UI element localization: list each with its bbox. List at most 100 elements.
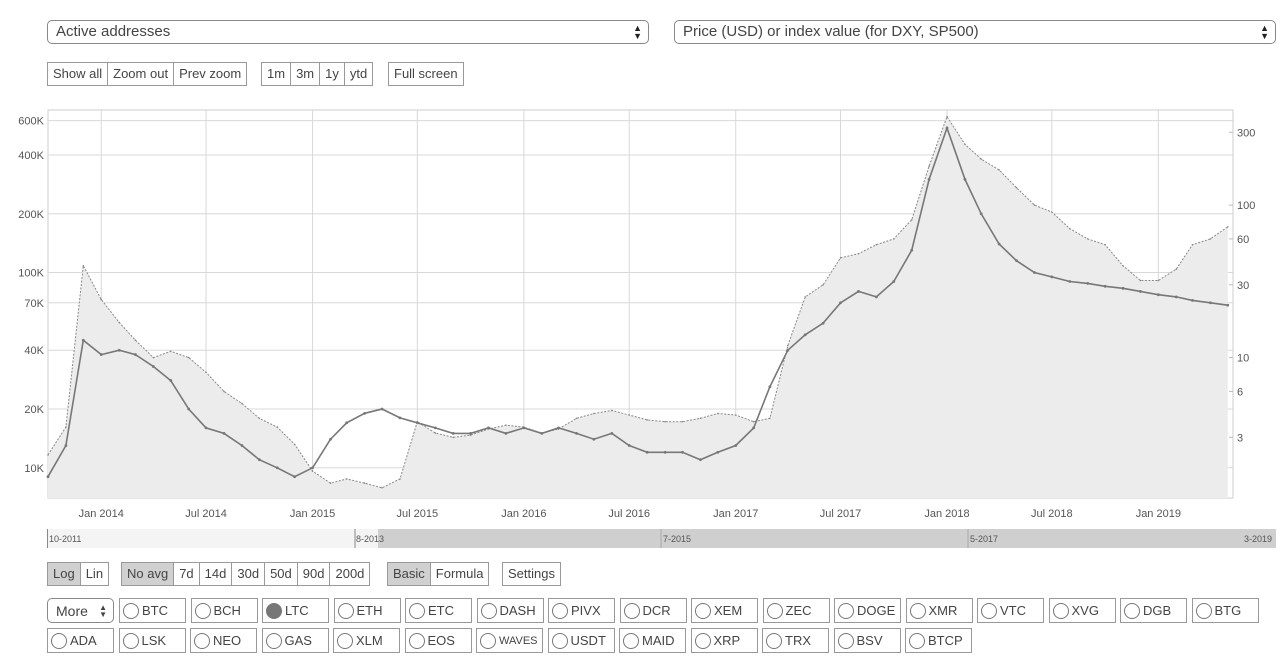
chart[interactable]: 10K 20K 40K 70K 100K 200K 400K 600K 3 6 10 30 60 100 3… [0,100,1280,528]
avg-200d-button[interactable]: 200d [329,562,371,586]
coin-xem-radio[interactable]: XEM [691,598,758,623]
active-addresses-point [134,353,137,356]
coin-selector: More ▲ ▼ BTC BCH LTC ETH ETC DASH PIVX DCR XEM ZEC… [47,598,1272,658]
radio-circle-icon [1195,602,1212,619]
price-point [752,420,755,423]
coin-usdt-radio[interactable]: USDT [547,628,615,653]
price-point [804,296,806,298]
active-addresses-point [1103,284,1107,288]
scale-button-group: Log Lin [47,562,110,586]
log-scale-button[interactable]: Log [47,562,81,586]
coin-ltc-radio[interactable]: LTC [262,598,329,623]
radio-circle-icon [1124,602,1140,619]
price-point [681,420,684,423]
coin-eth-radio[interactable]: ETH [333,598,401,623]
coin-zec-radio[interactable]: ZEC [762,598,830,623]
range-ytd-button[interactable]: ytd [343,62,374,86]
coin-label: ETC [428,603,454,618]
navigator-selected-range[interactable] [378,529,1276,548]
coin-btg-radio[interactable]: BTG [1191,598,1259,623]
no-avg-button[interactable]: No avg [121,562,175,586]
avg-14d-button[interactable]: 14d [198,562,233,586]
coin-eos-radio[interactable]: EOS [404,628,472,653]
lin-scale-button[interactable]: Lin [79,562,110,586]
coin-xmr-radio[interactable]: XMR [905,598,973,623]
coin-xlm-radio[interactable]: XLM [333,628,400,653]
avg-50d-button[interactable]: 50d [264,562,298,586]
left-axis-tick-label: 20K [24,404,44,416]
price-point [892,238,895,240]
price-select[interactable]: Price (USD) or index value (for DXY, SP5… [674,20,1276,44]
active-addresses-point [487,426,490,430]
price-point [1015,186,1018,189]
price-point [839,257,842,259]
fullscreen-group: Full screen [388,62,464,86]
price-point [910,219,913,221]
basic-mode-button[interactable]: Basic [387,562,431,586]
coin-bsv-radio[interactable]: BSV [833,628,901,653]
coin-dash-radio[interactable]: DASH [476,598,544,623]
active-addresses-point [839,301,842,305]
coin-label: BCH [213,603,241,618]
coin-neo-radio[interactable]: NEO [190,628,257,653]
avg-30d-button[interactable]: 30d [231,562,266,586]
navigator-label: 7-2015 [663,534,691,544]
price-point [1104,243,1106,246]
range-1m-button[interactable]: 1m [261,62,292,86]
active-addresses-point [803,333,807,337]
settings-button[interactable]: Settings [502,562,561,586]
coin-trx-radio[interactable]: TRX [762,628,829,653]
price-point [505,424,507,427]
active-addresses-point [1015,259,1018,263]
active-addresses-point [768,385,772,389]
coin-vtc-radio[interactable]: VTC [977,598,1044,623]
coin-label: ADA [70,633,97,648]
price-area-outline [47,115,1229,489]
active-addresses-point [821,321,825,325]
coin-btc-radio[interactable]: BTC [119,598,186,623]
price-point [293,443,296,446]
right-axis-tick-label: 10 [1237,353,1249,365]
active-addresses-point [540,431,544,435]
price-point [345,478,348,480]
radio-circle-icon [909,632,925,649]
show-all-button[interactable]: Show all [47,62,109,86]
coin-maid-radio[interactable]: MAID [619,628,686,653]
price-point [716,412,719,415]
avg-90d-button[interactable]: 90d [296,562,331,586]
coin-etc-radio[interactable]: ETC [405,598,472,623]
full-screen-button[interactable]: Full screen [388,62,464,86]
coin-dcr-radio[interactable]: DCR [619,598,687,623]
coin-xvg-radio[interactable]: XVG [1048,598,1116,623]
coin-btcp-radio[interactable]: BTCP [905,628,972,653]
coin-pivx-radio[interactable]: PIVX [548,598,615,623]
coin-gas-radio[interactable]: GAS [261,628,329,653]
price-point [1157,279,1160,282]
range-1y-button[interactable]: 1y [319,62,345,86]
radio-circle-icon [337,632,353,649]
zoom-out-button[interactable]: Zoom out [107,62,175,86]
coin-dgb-radio[interactable]: DGB [1120,598,1187,623]
range-3m-button[interactable]: 3m [290,62,321,86]
radio-circle-icon [408,632,425,649]
coin-doge-radio[interactable]: DOGE [834,598,901,623]
price-point [223,390,225,393]
coin-xrp-radio[interactable]: XRP [690,628,758,653]
more-select[interactable]: More ▲ ▼ [47,598,114,623]
coin-bch-radio[interactable]: BCH [190,598,258,623]
formula-mode-button[interactable]: Formula [429,562,490,586]
metric-select[interactable]: Active addresses ▲ ▼ [47,20,649,44]
coin-lsk-radio[interactable]: LSK [118,628,186,653]
price-point [100,298,103,301]
coin-ada-radio[interactable]: ADA [47,628,114,653]
active-addresses-point [557,426,560,430]
radio-circle-icon [623,602,640,619]
radio-circle-icon [766,602,783,619]
avg-7d-button[interactable]: 7d [173,562,200,586]
prev-zoom-button[interactable]: Prev zoom [173,62,248,86]
coin-waves-radio[interactable]: WAVES [476,628,543,653]
navigator-label: 8-2013 [356,534,384,544]
radio-circle-icon [695,602,711,619]
range-navigator[interactable]: 10-2011 8-2013 7-2015 5-2017 3-2019 [47,529,1276,548]
active-addresses-point [575,431,578,435]
